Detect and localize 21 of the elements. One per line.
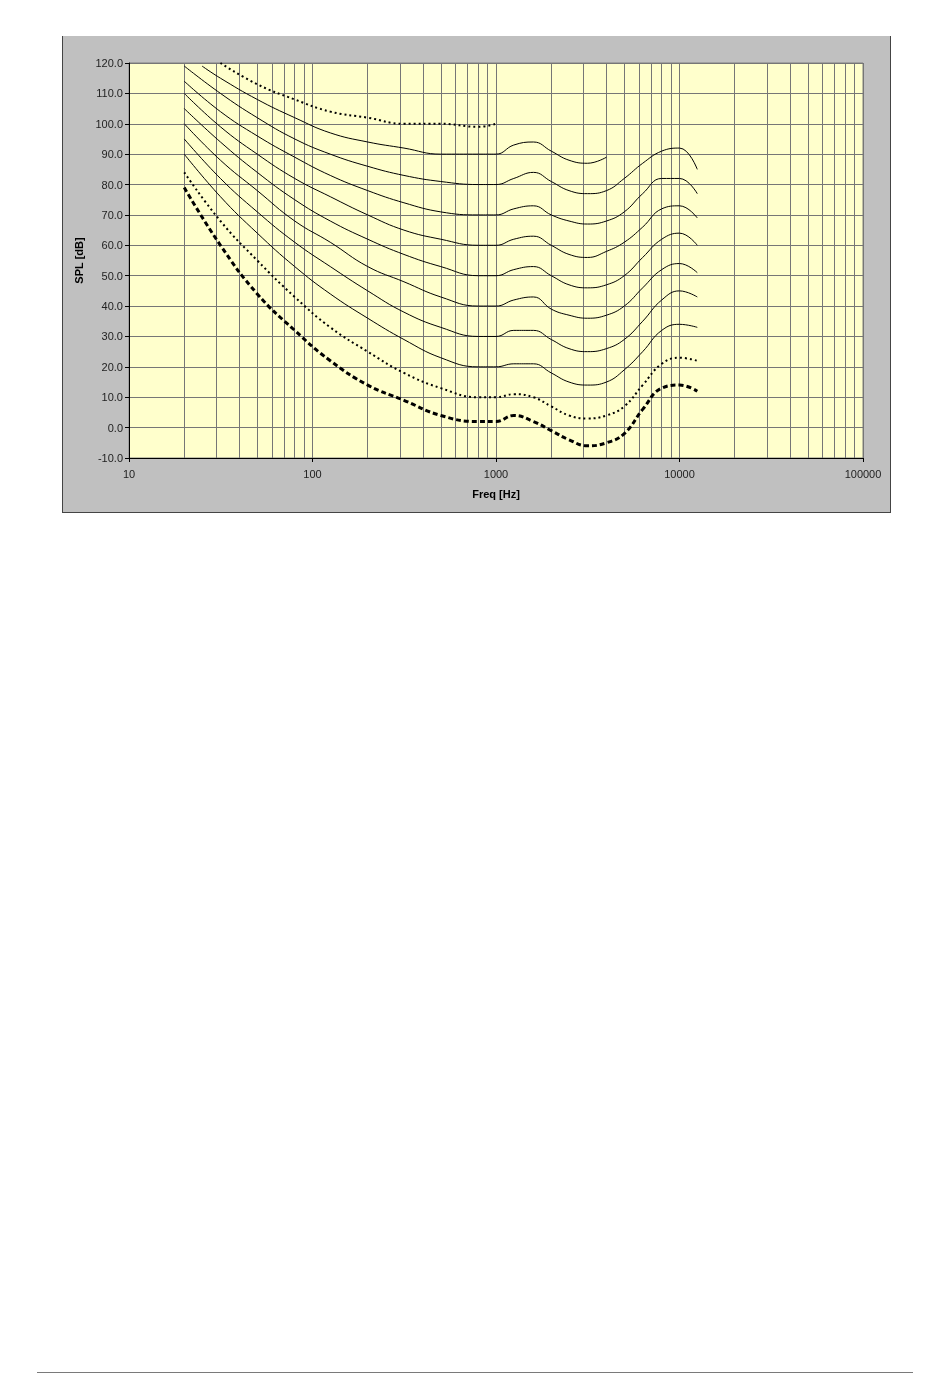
y-tick-label: 20.0 (101, 360, 123, 373)
y-tick-label: 60.0 (101, 239, 123, 252)
y-tick-label: 100.0 (95, 117, 123, 130)
y-tick-label: -10.0 (97, 452, 123, 464)
y-tick-label: 110.0 (96, 87, 123, 100)
y-tick-label: 70.0 (101, 208, 123, 221)
y-tick-label: 50.0 (101, 269, 123, 282)
y-tick-label: 40.0 (101, 300, 123, 313)
x-axis-title: Freq [Hz] (472, 487, 521, 500)
x-tick-label: 100 (303, 467, 322, 480)
x-tick-label: 100000 (844, 467, 882, 480)
y-tick-label: 0.0 (107, 421, 123, 434)
y-tick-label: 80.0 (101, 178, 123, 191)
y-tick-label: 30.0 (101, 330, 123, 343)
x-tick-label: 1000 (483, 467, 509, 480)
y-axis-title: SPL [dB] (72, 237, 85, 284)
y-tick-label: 90.0 (101, 148, 123, 161)
x-tick-label: 10 (122, 467, 136, 480)
y-tick-label: 120.0 (95, 57, 123, 69)
y-tick-label: 10.0 (101, 391, 123, 404)
x-tick-label: 10000 (664, 467, 695, 480)
